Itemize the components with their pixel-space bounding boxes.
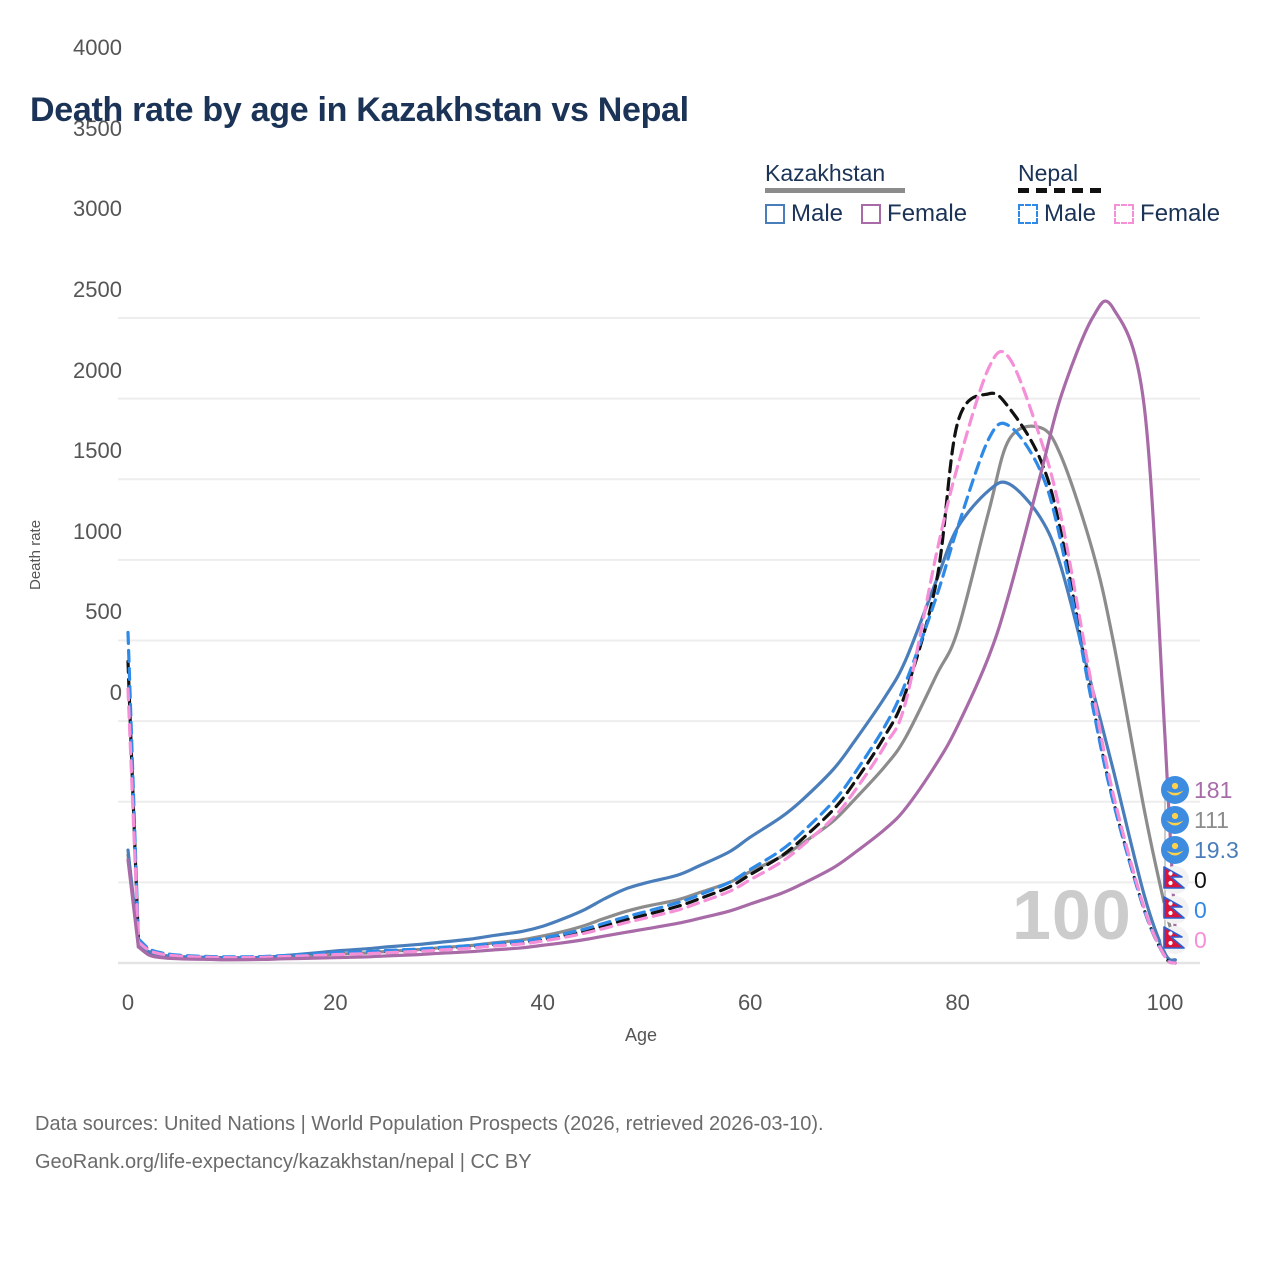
footer-line-2: GeoRank.org/life-expectancy/kazakhstan/n… [35,1151,532,1173]
legend-item-label: Female [1140,200,1221,227]
series-nepal-female [126,349,1177,965]
nepal-flag-icon [1160,895,1190,925]
y-axis-tick-label: 3500 [73,115,122,141]
y-axis-tick-label: 1000 [73,518,122,544]
x-axis-tick-label: 0 [121,990,135,1015]
legend-item-kazakhstan-male[interactable]: Male [765,200,843,228]
plot-area [0,270,1280,1030]
legend-swatch-square-icon [861,204,882,224]
kazakhstan-flag-icon [1160,805,1190,835]
series-end-value: 111 [1194,807,1229,833]
y-axis-tick-label: 1500 [73,438,122,464]
nepal-flag-icon [1160,925,1190,955]
series-end-label: 19.3 [1160,835,1239,865]
legend-country-kazakhstan-label: Kazakhstan [765,160,886,186]
footer-line-1: Data sources: United Nations | World Pop… [35,1113,824,1135]
x-axis-title: Age [625,1025,658,1045]
kazakhstan-flag-icon [1160,835,1190,865]
y-axis-tick-label: 2500 [73,276,122,302]
series-end-label: 181 [1160,775,1232,805]
age-watermark: 100 [1012,876,1132,954]
y-axis-tick-label: 500 [85,599,122,625]
legend-swatch-square-icon [1018,204,1038,224]
series-kazakhstan-female [126,299,1177,962]
legend-item-label: Male [791,200,844,227]
series-end-value: 0 [1194,927,1207,953]
legend-group-kazakhstan: Kazakhstan Male Female [765,160,985,228]
x-axis-ticks: 0 20 40 60 80 100 [0,990,1280,1020]
legend-country-nepal-label: Nepal [1018,160,1079,186]
legend-group-nepal: Nepal Male Female [1018,160,1238,228]
legend-item-nepal-female[interactable]: Female [1114,200,1220,228]
legend-country-kazakhstan-rule [765,188,905,193]
x-axis-tick-label: 60 [737,990,763,1015]
y-axis-tick-label: 0 [109,680,122,705]
y-axis-ticks: 0 500 1000 1500 2000 2500 3000 3500 4000 [52,0,122,760]
y-axis-tick-label: 2000 [73,357,122,383]
y-axis-title: Death rate [27,519,44,590]
nepal-flag-icon [1160,865,1190,895]
series-end-value: 19.3 [1194,837,1239,863]
legend-swatch-square-icon [765,204,785,224]
series-end-label: 0 [1160,925,1207,955]
series-end-value: 0 [1194,897,1207,923]
x-axis-tick-label: 20 [323,990,348,1015]
legend-item-nepal-male[interactable]: Male [1018,200,1096,228]
legend-country-nepal-rule [1018,188,1103,193]
legend-swatch-square-icon [1114,204,1135,224]
series-end-label: 0 [1160,865,1207,895]
legend-item-kazakhstan-female[interactable]: Female [861,200,967,228]
series-end-label: 0 [1160,895,1207,925]
chart-legend: Kazakhstan Male Female Nepal Male [760,160,1260,245]
kazakhstan-flag-icon [1160,775,1190,805]
y-axis-tick-label: 4000 [73,35,122,60]
series-end-labels: 181 111 19.3 0 0 0 [1160,775,1280,975]
chart-canvas [118,299,1200,965]
legend-item-label: Male [1044,200,1097,227]
x-axis-tick-label: 100 [1146,990,1184,1015]
page-title: Death rate by age in Kazakhstan vs Nepal [30,91,689,129]
x-axis-tick-label: 40 [530,990,556,1015]
series-end-value: 0 [1194,867,1207,893]
x-axis-tick-label: 80 [945,990,970,1015]
legend-item-label: Female [887,200,968,227]
series-end-label: 111 [1160,805,1229,835]
y-axis-tick-label: 3000 [73,196,122,222]
series-end-value: 181 [1194,777,1233,803]
footer-credits: Data sources: United Nations | World Pop… [35,1105,824,1181]
